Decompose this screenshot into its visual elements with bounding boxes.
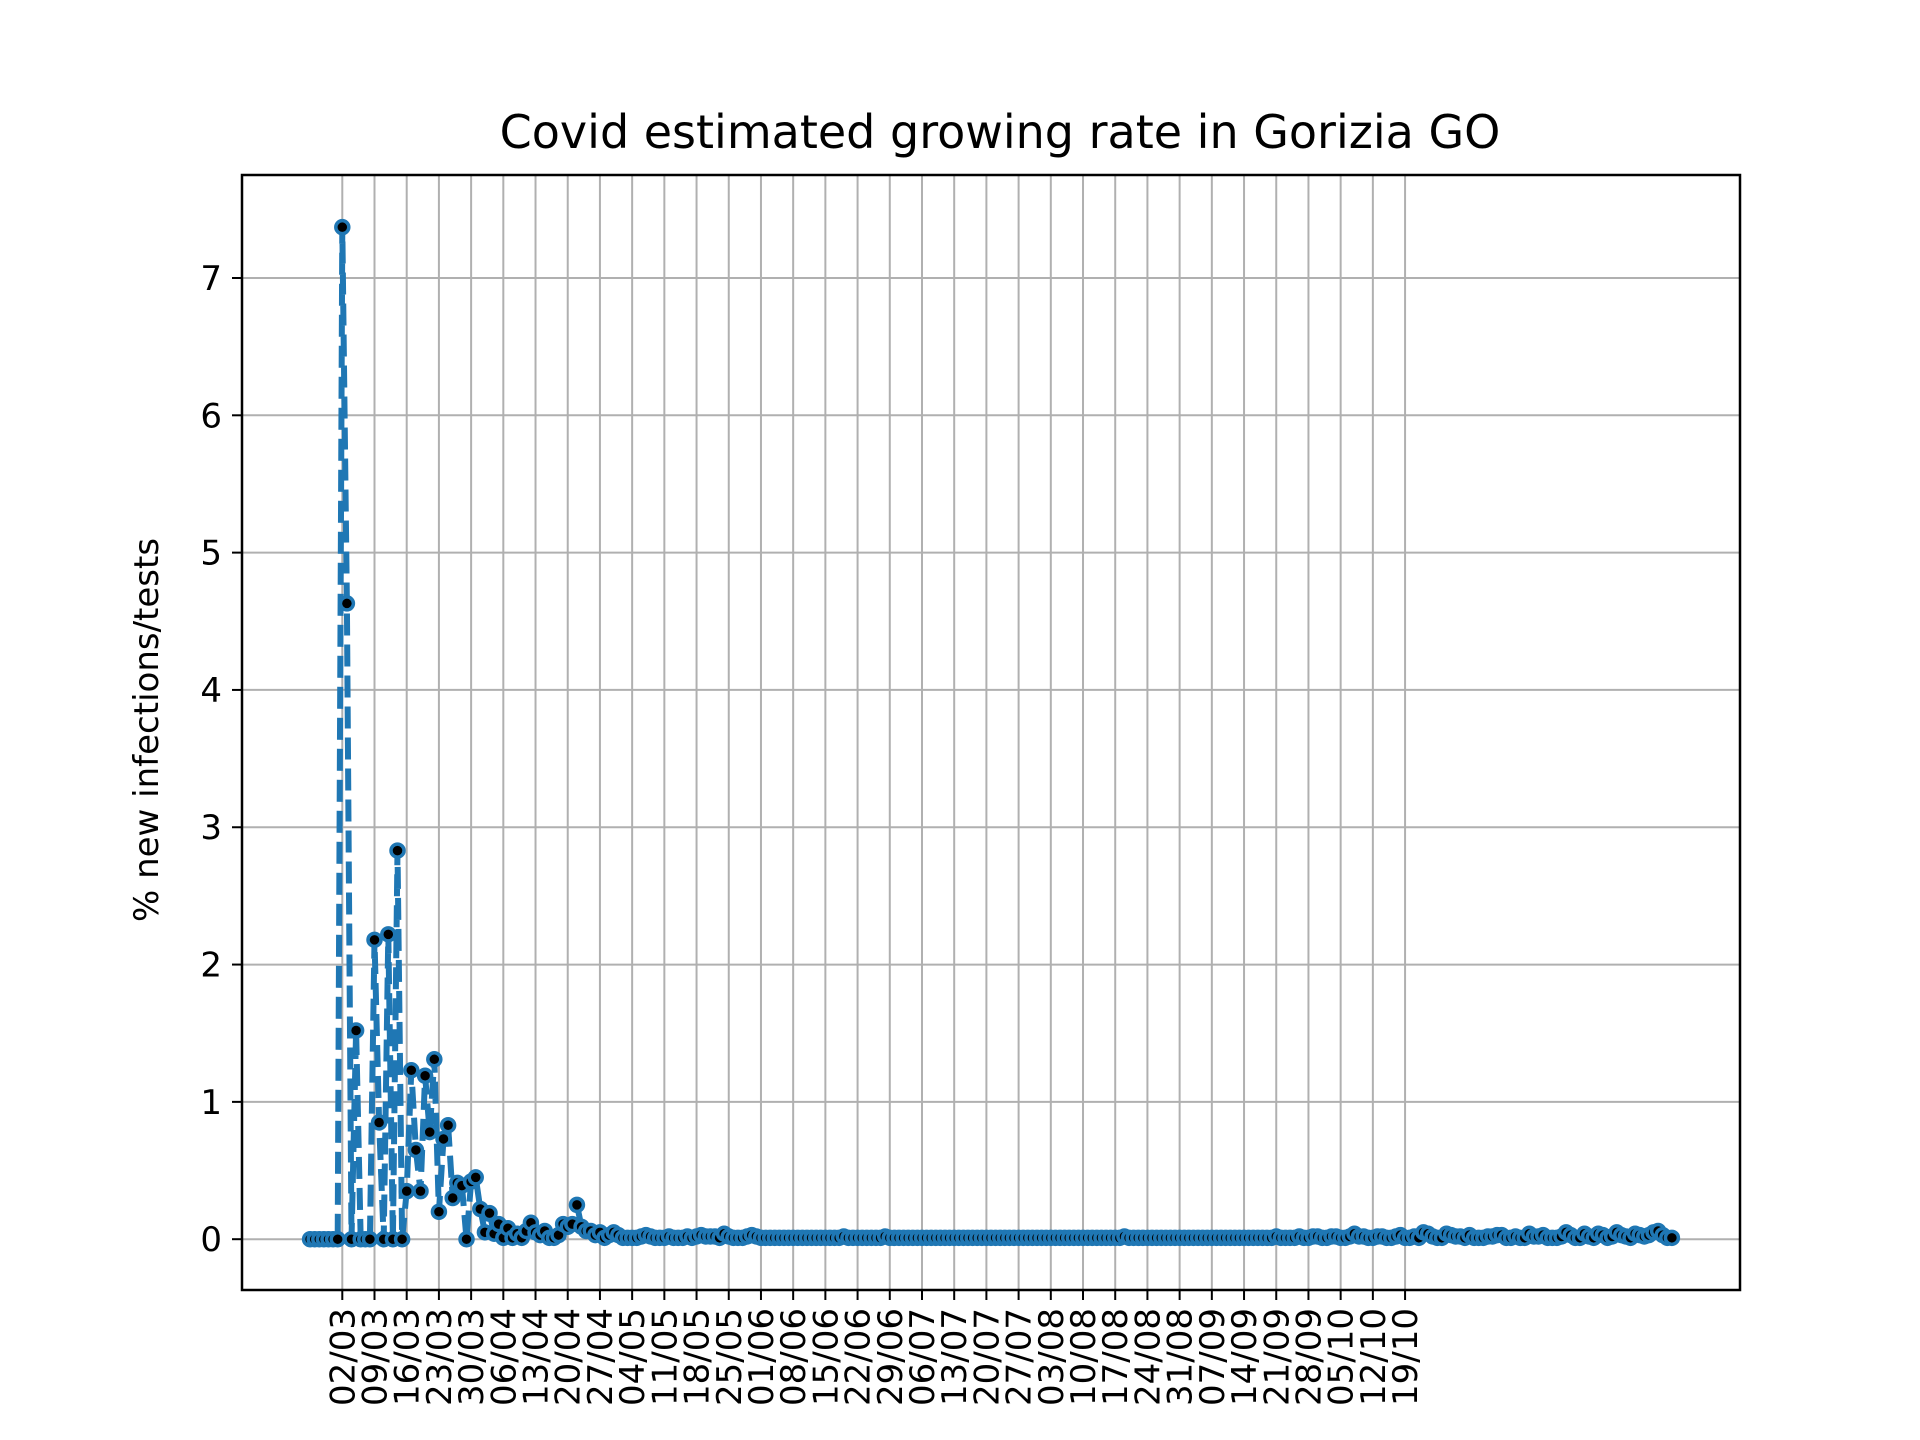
data-point: [347, 1022, 365, 1039]
x-tick-label: 18/05: [678, 1308, 718, 1406]
x-tick-label: 16/03: [388, 1308, 428, 1406]
y-tick-label: 7: [200, 259, 222, 299]
x-tick-label: 20/07: [967, 1308, 1007, 1406]
x-tick-label: 07/09: [1193, 1308, 1233, 1406]
series-layer: [301, 218, 1681, 1248]
x-tick-label: 06/04: [484, 1308, 524, 1406]
y-tick-label: 5: [200, 534, 222, 574]
x-tick-label: 24/08: [1128, 1308, 1168, 1406]
y-tick-label: 4: [200, 671, 222, 711]
data-point: [458, 1230, 475, 1248]
x-tick-label: 27/07: [1000, 1308, 1040, 1406]
x-tick-label: 11/05: [645, 1308, 685, 1406]
y-tick-label: 0: [200, 1220, 222, 1260]
x-tick-label: 29/06: [871, 1308, 911, 1406]
y-tick-label: 3: [200, 808, 222, 848]
data-point: [398, 1182, 415, 1200]
x-tick-label: 25/05: [710, 1308, 750, 1406]
x-tick-label: 12/10: [1354, 1308, 1394, 1406]
y-tick-label: 2: [200, 946, 222, 986]
axes-layer: 0123456702/0309/0316/0323/0330/0306/0413…: [200, 173, 1742, 1406]
data-point: [421, 1123, 438, 1141]
data-point: [334, 218, 351, 236]
x-tick-label: 09/03: [356, 1308, 396, 1406]
data-point: [416, 1067, 434, 1085]
data-point: [389, 842, 406, 859]
x-tick-label: 30/03: [452, 1308, 492, 1406]
data-point: [467, 1169, 484, 1186]
x-tick-label: 28/09: [1289, 1308, 1329, 1406]
x-tick-label: 21/09: [1257, 1308, 1297, 1406]
data-point: [370, 1114, 388, 1131]
x-tick-label: 14/09: [1225, 1308, 1265, 1406]
data-point: [435, 1130, 452, 1148]
data-point: [444, 1189, 461, 1207]
x-tick-label: 02/03: [323, 1308, 363, 1406]
data-point: [407, 1141, 425, 1159]
data-point: [366, 931, 383, 949]
axes-frame: [240, 173, 1742, 1292]
data-point: [361, 1230, 379, 1248]
x-tick-label: 06/07: [903, 1308, 943, 1406]
x-tick-label: 27/04: [581, 1308, 621, 1406]
x-tick-label: 23/03: [420, 1308, 460, 1406]
y-tick-label: 1: [200, 1083, 222, 1123]
data-point: [481, 1204, 498, 1222]
data-point: [426, 1051, 443, 1068]
x-tick-label: 10/08: [1064, 1308, 1104, 1406]
x-tick-label: 20/04: [549, 1308, 589, 1406]
x-tick-label: 22/06: [839, 1308, 879, 1406]
grid: [242, 175, 1740, 1290]
data-point: [338, 595, 356, 612]
data-point: [380, 926, 397, 943]
data-point: [430, 1203, 448, 1220]
data-point: [403, 1062, 420, 1079]
data-point: [412, 1182, 429, 1200]
y-tick-label: 6: [200, 396, 222, 436]
y-axis-label: % new infections/tests: [127, 538, 167, 922]
data-point: [393, 1230, 411, 1248]
data-point: [439, 1116, 457, 1134]
x-tick-label: 19/10: [1386, 1308, 1426, 1406]
x-tick-label: 17/08: [1096, 1308, 1136, 1406]
x-tick-label: 13/04: [517, 1308, 557, 1406]
x-tick-label: 03/08: [1032, 1308, 1072, 1406]
x-tick-label: 04/05: [613, 1308, 653, 1406]
x-tick-label: 08/06: [774, 1308, 814, 1406]
x-tick-label: 13/07: [935, 1308, 975, 1406]
data-point: [1663, 1229, 1681, 1247]
data-point: [329, 1230, 346, 1248]
data-point: [568, 1196, 586, 1214]
x-tick-label: 15/06: [806, 1308, 846, 1406]
chart-title: Covid estimated growing rate in Gorizia …: [500, 105, 1501, 159]
x-tick-label: 05/10: [1322, 1308, 1362, 1406]
x-tick-label: 31/08: [1161, 1308, 1201, 1406]
x-tick-label: 01/06: [742, 1308, 782, 1406]
